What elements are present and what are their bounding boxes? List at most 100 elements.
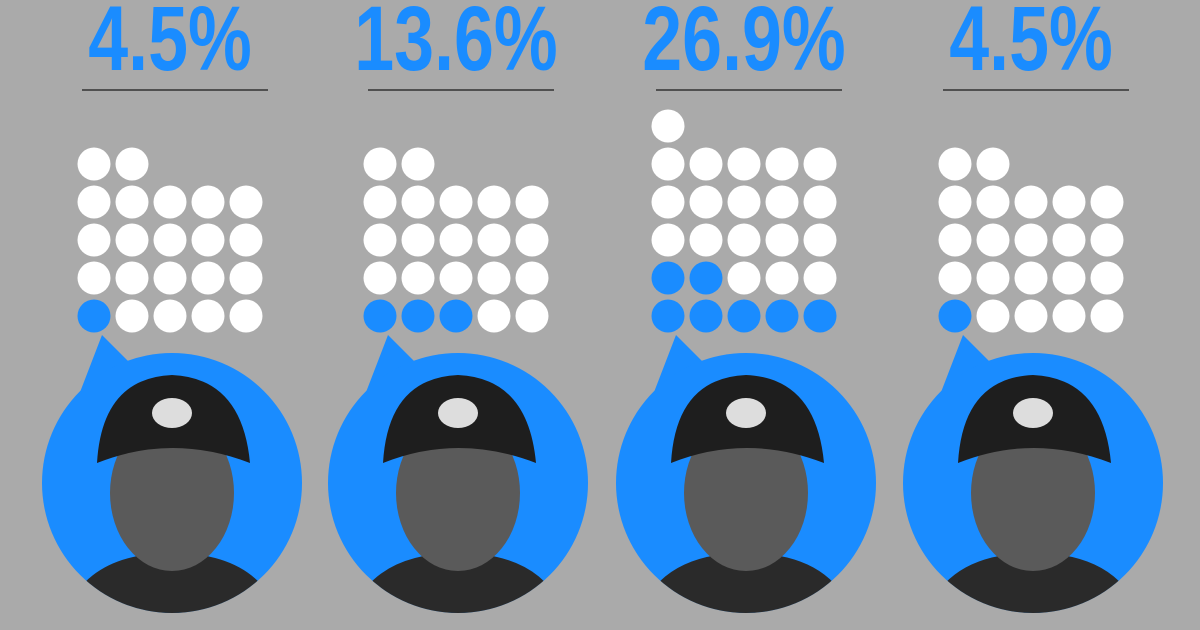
dot [401,223,435,257]
highlighted-dot [439,299,473,333]
dot [363,261,397,295]
dot [115,299,149,333]
dot [439,185,473,219]
dot [439,261,473,295]
highlighted-dot [803,299,837,333]
face [971,415,1095,571]
dot [515,299,549,333]
dot [976,223,1010,257]
dot [1090,223,1124,257]
percent-group: 4.5% [949,0,1113,90]
dot [115,185,149,219]
dot [651,109,685,143]
dot [651,223,685,257]
dot [477,299,511,333]
percent-group: 26.9% [642,0,845,90]
dot [153,223,187,257]
dot [938,185,972,219]
dot [1052,299,1086,333]
dot [765,185,799,219]
dot [689,223,723,257]
dot [976,185,1010,219]
highlighted-dot [77,299,111,333]
dot [153,185,187,219]
dot [1014,223,1048,257]
dot [803,185,837,219]
dot [689,147,723,181]
portrait [62,375,282,613]
dot [153,299,187,333]
dot [1090,299,1124,333]
dot [765,223,799,257]
dot [77,261,111,295]
highlighted-dot [401,299,435,333]
cap-logo [152,398,192,428]
dot [477,223,511,257]
dot [401,147,435,181]
dot [191,185,225,219]
dot [77,185,111,219]
cap-logo [438,398,478,428]
dot [1014,185,1048,219]
dot [153,261,187,295]
dot [477,185,511,219]
dot [77,147,111,181]
dot [1052,185,1086,219]
dot [803,223,837,257]
percent-label: 4.5% [88,0,252,90]
percent-label: 13.6% [354,0,557,90]
dot [727,185,761,219]
percent-group: 4.5% [88,0,252,90]
face [684,415,808,571]
highlighted-dot [363,299,397,333]
highlighted-dot [689,299,723,333]
dot [515,185,549,219]
dot [1014,261,1048,295]
dot [765,261,799,295]
dot [689,185,723,219]
dot [191,299,225,333]
dot [229,261,263,295]
dot [477,261,511,295]
dot [363,185,397,219]
highlighted-dot [765,299,799,333]
dot [803,261,837,295]
dot [115,147,149,181]
dot [515,223,549,257]
dot [1052,261,1086,295]
dot [191,223,225,257]
dot [938,147,972,181]
face [396,415,520,571]
dot [1014,299,1048,333]
dot [651,185,685,219]
dot [1090,261,1124,295]
dot [115,261,149,295]
dot [77,223,111,257]
dot [765,147,799,181]
percent-group: 13.6% [354,0,557,90]
dot [439,223,473,257]
dot [229,185,263,219]
dot [938,261,972,295]
dot [229,223,263,257]
dot [1052,223,1086,257]
highlighted-dot [938,299,972,333]
dot [976,299,1010,333]
cap-logo [726,398,766,428]
dot [115,223,149,257]
face [110,415,234,571]
dot [976,261,1010,295]
dot [727,147,761,181]
highlighted-dot [651,261,685,295]
dot [363,223,397,257]
dot [727,223,761,257]
dot [191,261,225,295]
dot [229,299,263,333]
percent-label: 4.5% [949,0,1113,90]
dot [401,261,435,295]
dot [1090,185,1124,219]
percent-label: 26.9% [642,0,845,90]
dot [651,147,685,181]
